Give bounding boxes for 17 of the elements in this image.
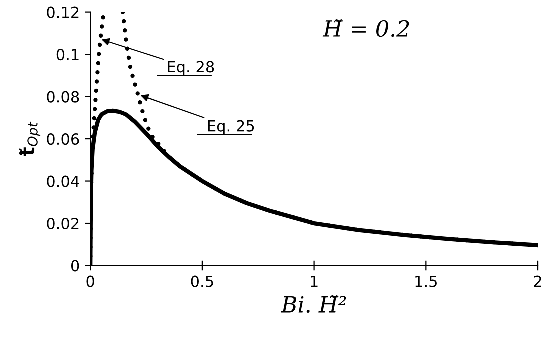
x-tick-label: 0 xyxy=(86,276,94,288)
y-tick-label: 0.02 xyxy=(47,218,79,230)
y-tick-label: 0.08 xyxy=(47,91,80,103)
y-axis-title: t̃$_{Opt}$ xyxy=(19,122,41,156)
chart-title: H̃ = 0.2 xyxy=(322,20,410,38)
y-tick-label: 0.1 xyxy=(56,49,79,61)
x-tick-label: 0.5 xyxy=(191,276,214,288)
y-tick-label: 0.06 xyxy=(47,134,80,146)
x-tick-label: 1 xyxy=(311,276,318,288)
annotation: Eq. 25 xyxy=(208,120,254,135)
x-tick-label: 1.5 xyxy=(416,276,437,288)
y-tick-label: 0.12 xyxy=(47,6,79,18)
x-axis-title: Bi. H̃² xyxy=(281,295,346,314)
y-tick-label: 0 xyxy=(71,260,80,272)
annotation: Eq. 28 xyxy=(168,61,214,76)
y-tick-label: 0.04 xyxy=(47,176,80,188)
x-tick-label: 2 xyxy=(534,276,542,288)
